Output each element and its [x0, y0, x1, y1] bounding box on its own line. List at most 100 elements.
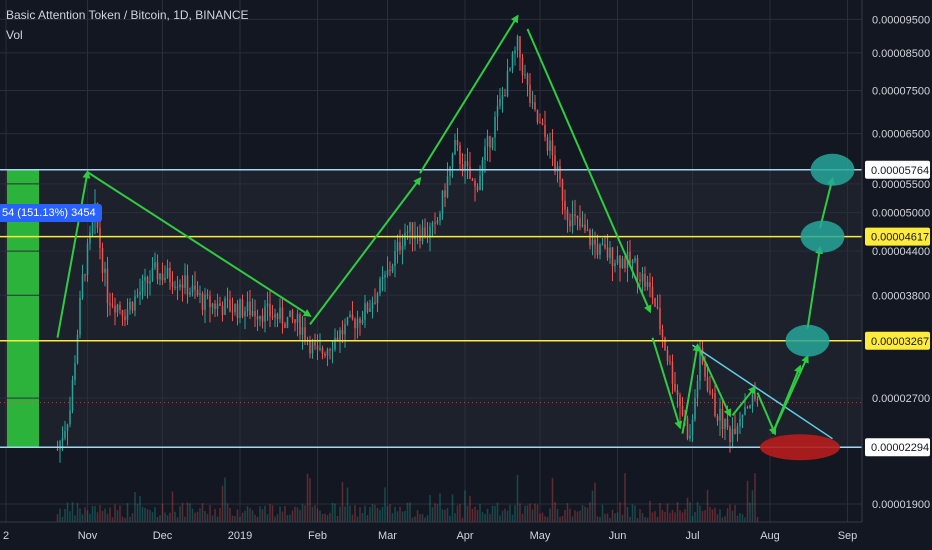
- volume-bar: [161, 503, 164, 522]
- volume-bar: [64, 509, 66, 522]
- candle-body: [241, 299, 244, 317]
- volume-bar: [756, 516, 759, 522]
- volume-bar: [649, 500, 651, 522]
- volume-bar: [84, 507, 86, 522]
- volume-bar: [486, 508, 489, 522]
- candle-body: [99, 228, 101, 248]
- volume-bar: [544, 516, 546, 522]
- volume-bar: [204, 510, 206, 522]
- projection-arrow: [526, 28, 652, 314]
- candle-body: [354, 319, 356, 329]
- candle-body: [229, 299, 231, 312]
- candle-body: [174, 286, 176, 288]
- volume-bar: [104, 508, 106, 522]
- projection-arrow: [806, 245, 824, 329]
- candle-body: [721, 408, 724, 430]
- candle-body: [399, 242, 401, 251]
- volume-bar: [724, 516, 726, 522]
- candle-body: [486, 136, 489, 147]
- volume-bar: [349, 505, 351, 522]
- candle-body: [309, 340, 311, 354]
- candle-body: [689, 435, 691, 439]
- candle-body: [431, 222, 434, 227]
- volume-bar: [116, 510, 119, 522]
- projection-arrow: [419, 14, 519, 174]
- projection-arrow: [731, 385, 757, 416]
- volume-bar: [259, 506, 261, 522]
- candle-body: [186, 275, 189, 295]
- candle-body: [699, 347, 701, 381]
- candle-body: [631, 260, 634, 264]
- volume-bar: [681, 512, 684, 522]
- volume-indicator-label[interactable]: Vol: [6, 28, 23, 42]
- candle-body: [739, 418, 741, 427]
- volume-bar: [81, 514, 84, 522]
- candle-body: [409, 222, 411, 232]
- volume-bar: [654, 511, 656, 522]
- candle-body: [144, 276, 146, 281]
- volume-bar: [124, 517, 126, 522]
- volume-bar: [644, 516, 646, 522]
- volume-bar: [671, 509, 674, 522]
- candle-body: [531, 102, 534, 104]
- volume-bar: [369, 507, 371, 522]
- volume-bar: [216, 516, 219, 522]
- volume-bar: [181, 502, 184, 522]
- volume-bar: [86, 510, 89, 522]
- candle-body: [394, 251, 396, 267]
- volume-bar: [479, 503, 481, 522]
- candle-body: [76, 334, 79, 364]
- volume-bar: [229, 507, 231, 522]
- candle-body: [376, 293, 379, 304]
- volume-bar: [256, 516, 259, 522]
- candle-body: [464, 161, 466, 172]
- candle-body: [621, 258, 624, 269]
- price-axis-bg: [862, 0, 932, 550]
- candle-body: [524, 74, 526, 76]
- price-tick-label: 0.00005500: [872, 179, 930, 191]
- candle-body: [274, 313, 276, 318]
- volume-bar: [664, 512, 666, 522]
- volume-bar: [739, 513, 741, 522]
- volume-bar: [566, 503, 569, 522]
- volume-bar: [394, 506, 396, 522]
- candle-body: [116, 304, 119, 313]
- candle-body: [596, 244, 599, 255]
- candle-body: [124, 316, 126, 320]
- volume-bar: [279, 506, 281, 522]
- candle-body: [634, 258, 636, 261]
- target-circle: [810, 153, 855, 186]
- candle-body: [521, 57, 524, 76]
- volume-bar: [639, 508, 641, 522]
- volume-bar: [189, 503, 191, 522]
- volume-bar: [634, 505, 636, 522]
- candle-body: [356, 318, 359, 329]
- volume-bar: [141, 506, 144, 522]
- candle-body: [389, 270, 391, 272]
- candle-body: [434, 222, 436, 224]
- volume-bar: [591, 490, 594, 522]
- volume-bar: [129, 516, 131, 522]
- candle-body: [589, 230, 591, 246]
- time-tick-label: Jul: [685, 530, 699, 542]
- volume-bar: [121, 516, 124, 522]
- volume-bar: [696, 502, 699, 522]
- volume-bar: [519, 503, 521, 522]
- candle-body: [276, 313, 279, 320]
- candle-body: [384, 274, 386, 278]
- volume-bar: [636, 517, 639, 522]
- volume-bar: [396, 511, 399, 522]
- candle-body: [109, 303, 111, 305]
- support-zone-ellipse: [760, 434, 840, 461]
- candle-body: [204, 294, 206, 310]
- volume-bar: [326, 515, 329, 522]
- volume-bar: [691, 516, 694, 522]
- candle-body: [414, 235, 416, 240]
- volume-bar: [179, 506, 181, 522]
- candle-body: [651, 287, 654, 298]
- volume-bar: [441, 509, 444, 522]
- candle-body: [671, 361, 674, 384]
- price-level-label: 0.00002294: [871, 442, 929, 454]
